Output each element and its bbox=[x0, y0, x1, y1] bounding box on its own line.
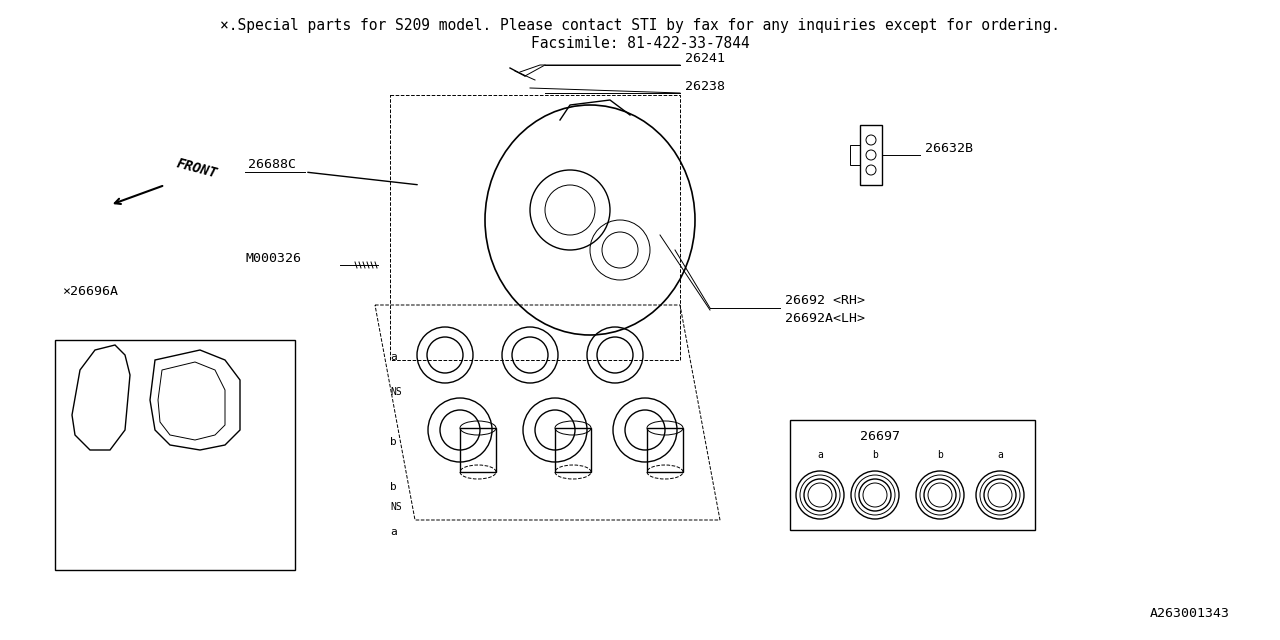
Bar bbox=[790, 420, 1036, 530]
Text: b: b bbox=[937, 450, 943, 460]
Text: 26697: 26697 bbox=[860, 430, 900, 443]
Text: 26688C: 26688C bbox=[248, 158, 296, 171]
Text: ×26696A: ×26696A bbox=[61, 285, 118, 298]
Text: b: b bbox=[390, 482, 397, 492]
Text: a: a bbox=[997, 450, 1004, 460]
Bar bbox=[55, 340, 294, 570]
Text: a: a bbox=[390, 352, 397, 362]
Text: Facsimile: 81-422-33-7844: Facsimile: 81-422-33-7844 bbox=[531, 36, 749, 51]
Text: 26692 <RH>: 26692 <RH> bbox=[785, 294, 865, 307]
Text: 26692A<LH>: 26692A<LH> bbox=[785, 312, 865, 325]
Text: 26238: 26238 bbox=[685, 80, 724, 93]
Text: a: a bbox=[390, 527, 397, 537]
Text: a: a bbox=[817, 450, 823, 460]
Text: NS: NS bbox=[390, 502, 402, 512]
Text: FRONT: FRONT bbox=[175, 157, 219, 181]
Text: ×.Special parts for S209 model. Please contact STI by fax for any inquiries exce: ×.Special parts for S209 model. Please c… bbox=[220, 18, 1060, 33]
Bar bbox=[646, 428, 684, 472]
Text: b: b bbox=[872, 450, 878, 460]
Text: M000326: M000326 bbox=[244, 252, 301, 265]
Bar bbox=[860, 125, 882, 185]
Text: NS: NS bbox=[390, 387, 402, 397]
Text: b: b bbox=[390, 437, 397, 447]
Bar bbox=[460, 428, 497, 472]
Bar bbox=[850, 145, 860, 165]
Text: A263001343: A263001343 bbox=[1149, 607, 1230, 620]
Text: 26632B: 26632B bbox=[925, 142, 973, 155]
Text: 26241: 26241 bbox=[685, 52, 724, 65]
Bar bbox=[556, 428, 591, 472]
